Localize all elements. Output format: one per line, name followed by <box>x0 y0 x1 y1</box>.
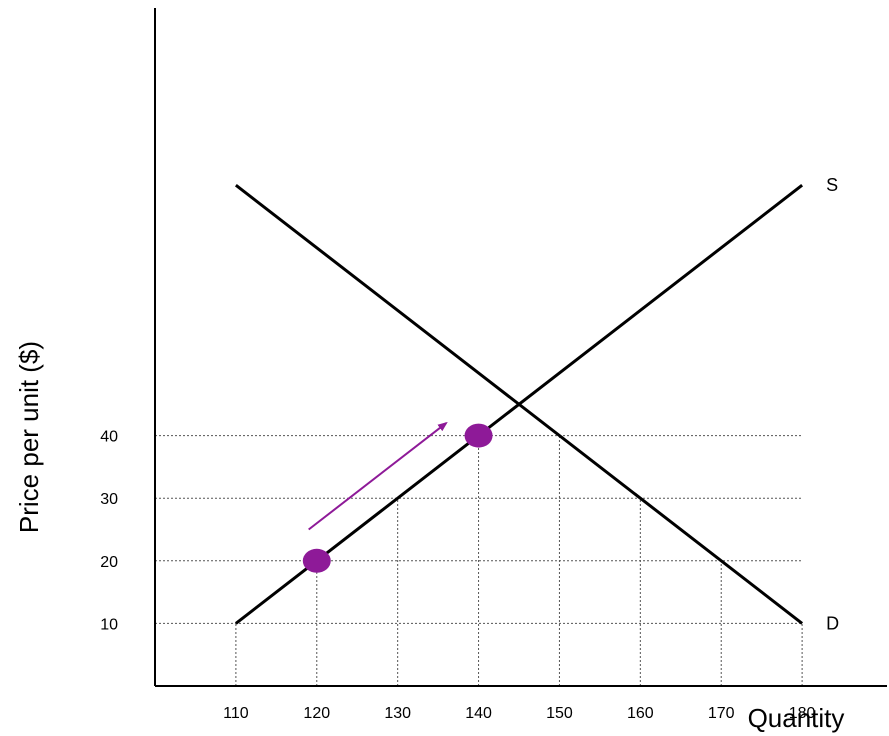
series-label-s: S <box>826 175 838 195</box>
y-tick-label: 30 <box>100 491 118 508</box>
curves: SD <box>234 175 839 633</box>
x-tick-label: 140 <box>465 705 492 722</box>
highlight-point <box>464 423 493 448</box>
tick-labels: 10 20 30 40 110 120 130 140 150 160 170 180 <box>100 429 815 722</box>
y-tick-label: 40 <box>100 429 118 446</box>
x-tick-label: 170 <box>708 705 735 722</box>
grid-lines <box>155 435 803 686</box>
x-axis-label: Quantity <box>748 703 845 733</box>
x-tick-label: 110 <box>223 705 249 722</box>
x-tick-label: 150 <box>546 705 573 722</box>
x-tick-label: 180 <box>789 705 816 722</box>
y-tick-label: 20 <box>100 554 118 571</box>
highlight-point <box>302 548 331 573</box>
highlighted-points <box>302 421 493 573</box>
movement-arrow <box>308 421 448 531</box>
series-line-d <box>234 184 804 625</box>
series-label-d: D <box>826 613 839 633</box>
x-tick-label: 130 <box>384 705 411 722</box>
x-tick-label: 120 <box>303 705 330 722</box>
x-tick-label: 160 <box>627 705 654 722</box>
y-axis-label: Price per unit ($) <box>14 341 44 533</box>
y-tick-label: 10 <box>100 616 118 633</box>
